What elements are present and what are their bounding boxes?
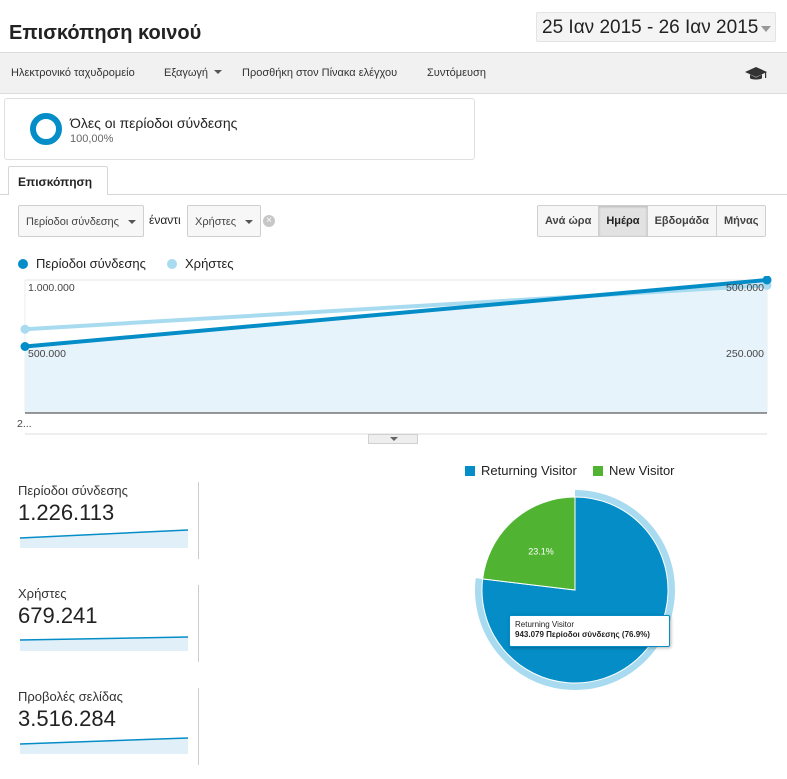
compare-metric-label: Χρήστες [195,216,237,228]
left-axis-mid-label: 500.000 [28,348,66,360]
granularity-day-button[interactable]: Ημέρα [599,206,648,236]
legend-square-icon [465,466,475,476]
sessions-area-fill [25,280,767,413]
shortcut-button[interactable]: Συντόμευση [427,67,486,79]
email-button[interactable]: Ηλεκτρονικό ταχυδρομείο [11,67,135,79]
pie-legend-new[interactable]: New Visitor [593,463,675,478]
granularity-toggle: Ανά ώρα Ημέρα Εβδομάδα Μήνας [537,205,767,237]
metric-users[interactable]: Χρήστες 679.241 [18,586,199,653]
tab-overview[interactable]: Επισκόπηση [8,166,108,195]
users-point[interactable] [20,324,30,334]
metric-value: 679.241 [18,603,98,628]
metric-label: Χρήστες [18,586,67,601]
right-axis-mid-label: 250.000 [726,348,764,360]
pie-legend-label: New Visitor [609,463,675,478]
add-to-dashboard-button[interactable]: Προσθήκη στον Πίνακα ελέγχου [242,67,398,79]
segment-card[interactable]: Όλες οι περίοδοι σύνδεσης 100,00% [4,98,475,160]
metric-value: 3.516.284 [18,706,116,731]
compare-metric-select[interactable]: Χρήστες [187,205,261,237]
legend-dot-icon [167,259,177,269]
sparkline-sessions [19,529,189,548]
report-toolbar: Ηλεκτρονικό ταχυδρομείο Εξαγωγή Προσθήκη… [0,52,787,94]
chevron-down-icon [761,26,771,32]
sparkline-users [19,636,189,651]
metric-label: Προβολές σελίδας [18,689,123,704]
versus-label: έναντι [149,213,181,227]
x-axis-label: 2... [17,418,32,430]
metric-pageviews[interactable]: Προβολές σελίδας 3.516.284 [18,689,199,756]
metric-sessions[interactable]: Περίοδοι σύνδεσης 1.226.113 [18,483,199,550]
tooltip-title: Returning Visitor [515,620,574,629]
pie-legend-returning[interactable]: Returning Visitor [465,463,577,478]
export-button[interactable]: Εξαγωγή [164,67,223,79]
export-label: Εξαγωγή [164,67,209,79]
clear-compare-icon[interactable]: × [263,215,275,227]
legend-label: Περίοδοι σύνδεσης [36,256,146,271]
legend-item-sessions[interactable]: Περίοδοι σύνδεσης [18,256,146,271]
metric-divider [198,585,199,662]
sessions-line [24,278,768,349]
graduation-cap-icon[interactable] [744,65,768,83]
tooltip-body: 943.079 Περίοδοι σύνδεσης (76.9%) [515,630,650,639]
metric-label: Περίοδοι σύνδεσης [18,483,128,498]
metric-divider [198,688,199,765]
metric-divider [198,482,199,559]
date-range-label: 25 Ιαν 2015 - 26 Ιαν 2015 [542,17,759,38]
pie-chart[interactable]: 23.1% [470,485,680,695]
segment-ring-icon [30,113,62,145]
legend-square-icon [593,466,603,476]
line-chart[interactable]: 1.000.000 500.000 500.000 250.000 2... [0,276,787,446]
expand-chart-toggle[interactable] [368,434,418,444]
chevron-down-icon [390,437,398,441]
pie-legend-label: Returning Visitor [481,463,577,478]
tab-divider [0,194,787,195]
page-title: Επισκόπηση κοινού [9,22,202,44]
pie-slice-label: 23.1% [528,547,554,557]
granularity-week-button[interactable]: Εβδομάδα [647,206,717,236]
chevron-down-icon [128,220,136,224]
chevron-down-icon [245,220,253,224]
page-header: Επισκόπηση κοινού 25 Ιαν 2015 - 26 Ιαν 2… [0,0,787,52]
sessions-point[interactable] [20,342,30,351]
sparkline-pageviews [19,737,189,754]
granularity-hourly-button[interactable]: Ανά ώρα [538,206,600,236]
legend-label: Χρήστες [185,256,234,271]
pie-tooltip: Returning Visitor 943.079 Περίοδοι σύνδε… [509,615,670,647]
left-axis-top-label: 1.000.000 [28,282,75,294]
chevron-down-icon [214,70,223,74]
right-axis-top-label: 500.000 [726,282,764,294]
segment-name: Όλες οι περίοδοι σύνδεσης [70,115,238,131]
primary-metric-select[interactable]: Περίοδοι σύνδεσης [18,205,144,237]
date-range-picker[interactable]: 25 Ιαν 2015 - 26 Ιαν 2015 [536,12,776,42]
segment-percent: 100,00% [70,133,114,145]
sessions-point[interactable] [762,276,772,285]
metric-value: 1.226.113 [18,500,115,525]
primary-metric-label: Περίοδοι σύνδεσης [26,216,119,228]
legend-item-users[interactable]: Χρήστες [167,256,234,271]
legend-dot-icon [18,259,28,269]
granularity-month-button[interactable]: Μήνας [716,206,766,236]
pie-slice-new-visitor[interactable] [482,496,576,591]
